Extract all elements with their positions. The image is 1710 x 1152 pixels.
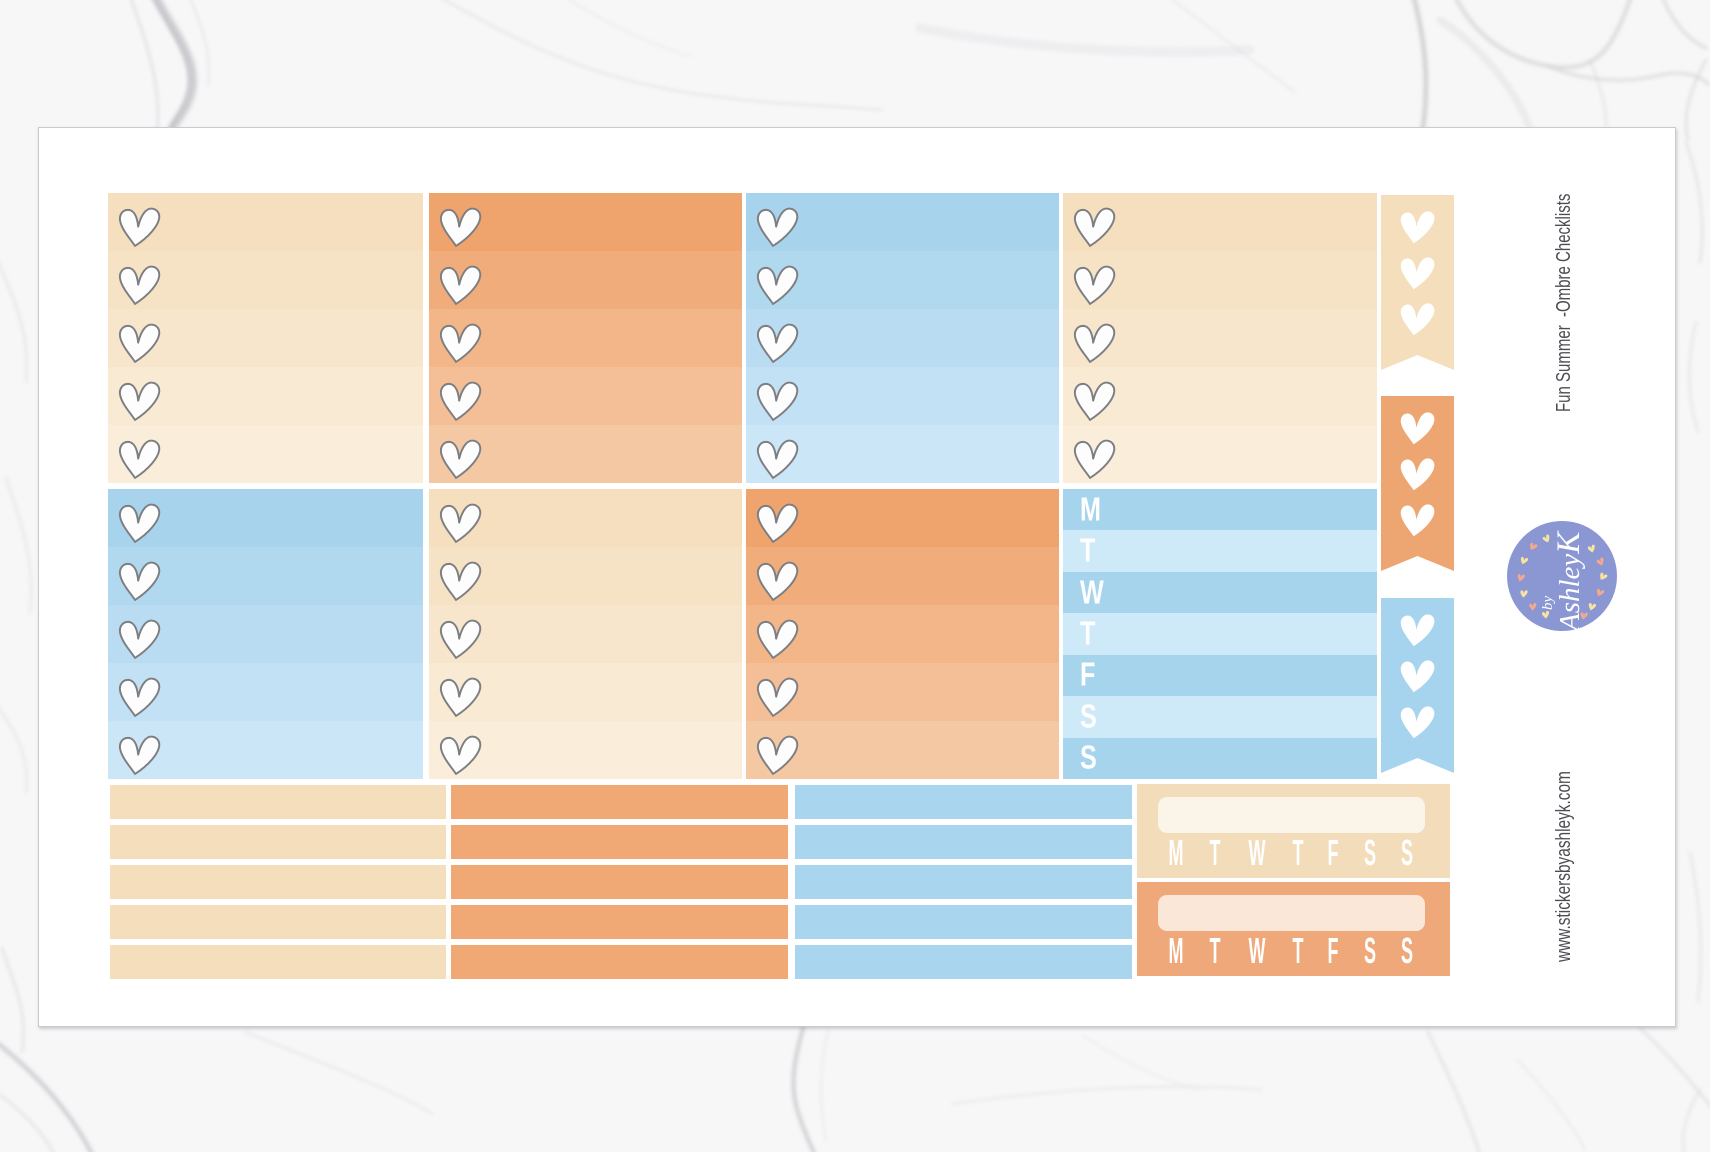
svg-text:AshleyK: AshleyK (1551, 530, 1587, 633)
svg-text:by: by (1540, 596, 1556, 611)
